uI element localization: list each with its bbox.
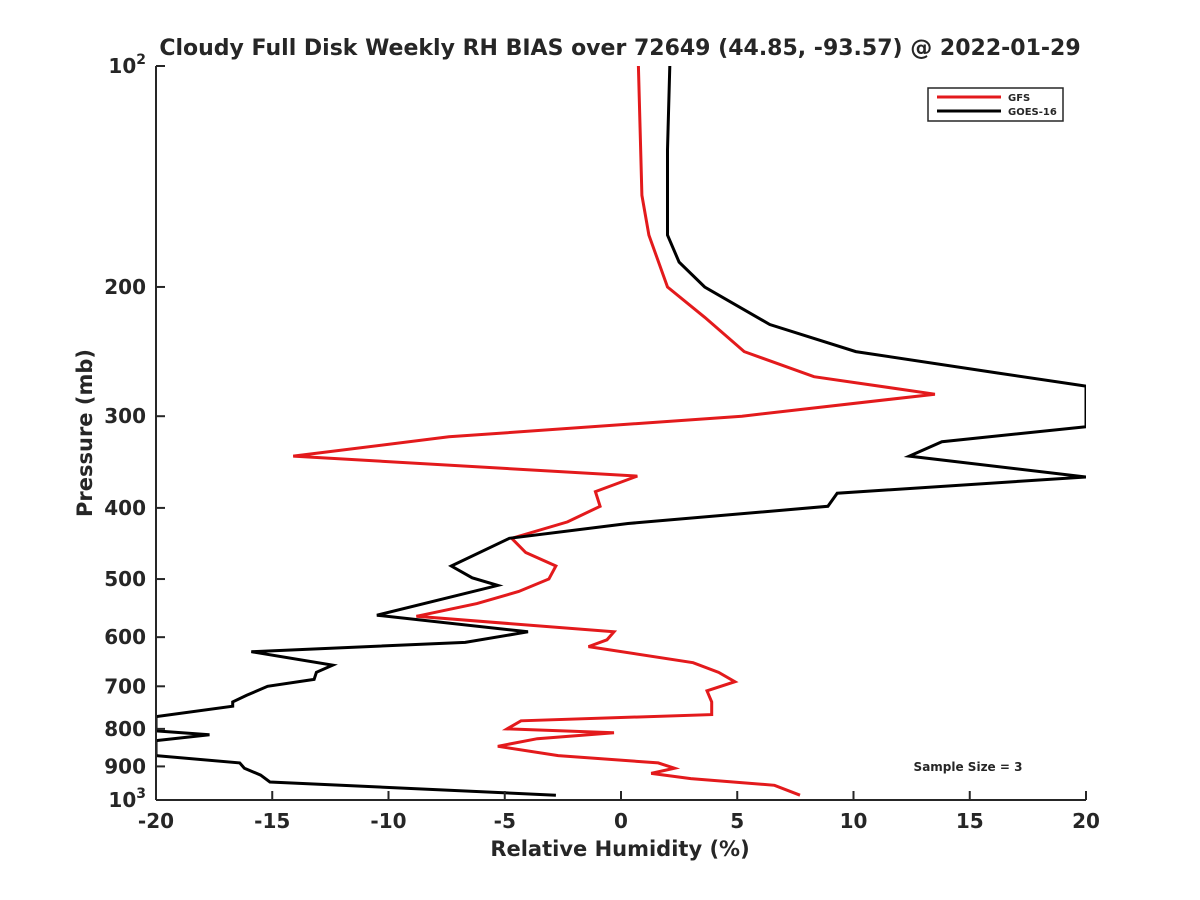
x-tick-label: 20 [1072,809,1100,833]
chart-title: Cloudy Full Disk Weekly RH BIAS over 726… [159,36,1080,61]
y-tick-label: 900 [104,754,146,778]
x-tick-label: 10 [840,809,868,833]
x-tick-label: -20 [138,809,174,833]
x-tick-label: 5 [730,809,744,833]
x-axis-label: Relative Humidity (%) [490,837,749,861]
x-tick-label: -15 [254,809,290,833]
y-tick-label: 300 [104,404,146,428]
series-line-goes-16 [156,66,1086,797]
x-tick-label: 15 [956,809,984,833]
y-tick-label: 700 [104,674,146,698]
legend-label: GFS [1008,93,1030,104]
y-tick-label: 102 [108,52,146,78]
y-tick-label: 800 [104,717,146,741]
series-line-gfs [293,66,936,797]
y-tick-label: 500 [104,567,146,591]
x-tick-label: -5 [494,809,516,833]
plot-area: -20 -15 -10 -5 0 5 10 15 20 102 200 300 400 500 600 700… [104,52,1100,833]
legend: GFS GOES-16 [927,87,1064,122]
y-tick-label: 600 [104,625,146,649]
y-axis-label: Pressure (mb) [73,349,97,517]
x-tick-label: 0 [614,809,628,833]
y-tick-label: 200 [104,275,146,299]
legend-box [927,87,1064,122]
y-tick-label: 103 [108,786,146,812]
sample-size-annotation: Sample Size = 3 [914,760,1023,774]
y-tick-label: 400 [104,496,146,520]
x-tick-label: -10 [370,809,406,833]
legend-label: GOES-16 [1008,107,1057,118]
